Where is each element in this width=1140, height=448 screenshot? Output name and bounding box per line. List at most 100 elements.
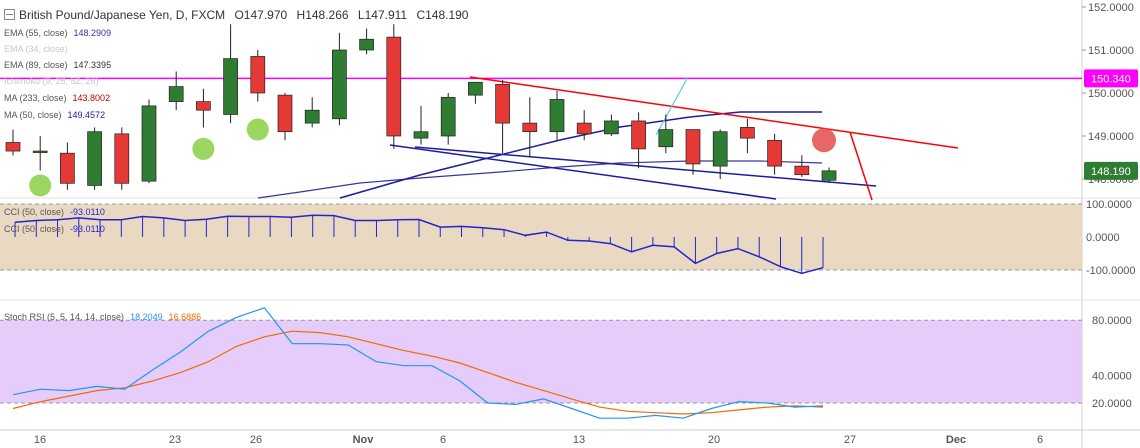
last-price-label-bg xyxy=(1084,161,1138,180)
signal-marker-green xyxy=(192,137,215,160)
candle-body xyxy=(386,36,402,137)
candle-body xyxy=(685,129,701,165)
candle-body xyxy=(440,96,456,137)
candle-body xyxy=(522,122,538,133)
candle-body xyxy=(658,129,674,148)
indicator-value: 147.3395 xyxy=(73,60,112,70)
time-axis-tick-label: Nov xyxy=(353,434,375,446)
indicator-label: EMA (89, close) xyxy=(4,60,68,70)
cci-legend-2[interactable]: CCI (50, close) -93.0110 xyxy=(4,224,105,234)
indicator-label: Ichimoku (9, 26, 52, 26) xyxy=(4,76,99,86)
stoch-rsi-axis-tick-label: 80.0000 xyxy=(1092,315,1132,327)
time-axis-tick-label: 20 xyxy=(708,434,720,446)
candle-body xyxy=(332,49,347,120)
cci-value: -93.0110 xyxy=(70,207,105,217)
time-axis-tick-label: 27 xyxy=(844,434,856,446)
channel-upper-line xyxy=(414,146,877,187)
candle-body xyxy=(413,131,429,139)
stoch-rsi-axis-tick-label: 20.0000 xyxy=(1092,398,1132,410)
indicator-label: MA (233, close) xyxy=(4,93,67,103)
candle-body xyxy=(304,109,320,124)
cci-line xyxy=(14,214,824,275)
candle-body xyxy=(196,101,211,111)
candle-body xyxy=(114,133,130,184)
indicator-value: 143.8002 xyxy=(72,93,111,103)
price-axis-tick-label: 151.0000 xyxy=(1088,45,1134,57)
candle-body xyxy=(767,139,782,167)
candle-body xyxy=(359,38,374,51)
last-price-label: 148.190 xyxy=(1091,166,1131,178)
indicator-value: 148.2909 xyxy=(73,28,112,38)
candle-body xyxy=(32,150,48,153)
stoch-rsi-d-value: 16.6886 xyxy=(168,312,202,322)
candle-body xyxy=(223,58,238,115)
price-axis-tick-label: 150.0000 xyxy=(1088,88,1134,100)
price-axis-tick-label: 152.0000 xyxy=(1088,2,1134,14)
indicator-label: MA (50, close) xyxy=(4,110,62,120)
stoch-rsi-axis-tick-label: 40.0000 xyxy=(1092,370,1132,382)
channel-lower-line xyxy=(389,144,777,200)
candle-body xyxy=(576,122,592,135)
chart-header: British Pound/Japanese Yen, D, FXCM O147… xyxy=(4,8,468,22)
horizontal-level-label-bg xyxy=(1084,69,1138,88)
indicator-legend-ma233[interactable]: MA (233, close) 143.8002 xyxy=(4,93,110,103)
cci-value: -93.0110 xyxy=(70,224,105,234)
candle-body xyxy=(60,152,75,184)
stoch-rsi-k-value: 18.2049 xyxy=(130,312,163,322)
stoch-rsi-band xyxy=(0,320,1082,403)
candle-body xyxy=(712,131,728,167)
cci-label: CCI (50, close) xyxy=(4,224,65,234)
indicator-legend-ichimoku[interactable]: Ichimoku (9, 26, 52, 26) xyxy=(4,76,99,86)
symbol-title: British Pound/Japanese Yen, D, FXCM xyxy=(19,8,226,22)
indicator-legend-ma50[interactable]: MA (50, close) 149.4572 xyxy=(4,110,105,120)
collapse-icon[interactable] xyxy=(4,9,15,20)
cci-band xyxy=(0,204,1082,270)
low-value: L147.911 xyxy=(357,8,408,22)
candle-body xyxy=(5,142,21,152)
indicator-label: EMA (55, close) xyxy=(4,28,68,38)
time-axis-tick-label: 26 xyxy=(250,434,262,446)
stoch-rsi-label: Stoch RSI (5, 5, 14, 14, close) xyxy=(4,312,125,322)
indicator-legend-ema34[interactable]: EMA (34, close) xyxy=(4,44,68,54)
candle-body xyxy=(604,120,619,135)
resistance-trend-line xyxy=(469,76,959,149)
signal-marker-red xyxy=(812,128,836,153)
high-value: H148.266 xyxy=(296,8,349,22)
time-axis-tick-label: 6 xyxy=(440,434,446,446)
close-value: C148.190 xyxy=(416,8,469,22)
time-axis-tick-label: Dec xyxy=(946,434,966,446)
signal-marker-green xyxy=(246,118,269,141)
open-value: O147.970 xyxy=(234,8,288,22)
price-axis-tick-label: 149.0000 xyxy=(1088,131,1134,143)
candle-body xyxy=(277,94,293,133)
signal-marker-green xyxy=(29,174,52,197)
stoch-rsi-d-line xyxy=(12,330,824,415)
stoch-rsi-k-line xyxy=(12,307,824,419)
cci-legend-1[interactable]: CCI (50, close) -93.0110 xyxy=(4,207,105,217)
time-axis-tick-label: 13 xyxy=(573,434,585,446)
horizontal-level-label: 150.340 xyxy=(1091,73,1131,85)
projection-line xyxy=(849,131,873,201)
indicator-legend-ema55[interactable]: EMA (55, close) 148.2909 xyxy=(4,28,111,38)
indicator-legend-ema89[interactable]: EMA (89, close) 147.3395 xyxy=(4,60,111,70)
cci-axis-tick-label: -100.0000 xyxy=(1086,265,1136,277)
candle-body xyxy=(87,131,102,186)
time-axis-tick-label: 6 xyxy=(1037,434,1043,446)
candle-body xyxy=(794,165,810,176)
candle-body xyxy=(141,105,157,182)
candle-body xyxy=(740,127,755,139)
candle-body xyxy=(250,56,266,94)
candle-body xyxy=(821,170,837,181)
cci-axis-tick-label: 0.0000 xyxy=(1086,232,1120,244)
projection-arrow xyxy=(655,76,689,136)
candle-body xyxy=(549,99,565,133)
indicator-label: EMA (34, close) xyxy=(4,44,68,54)
time-axis-tick-label: 16 xyxy=(34,434,46,446)
candle-body xyxy=(168,86,184,102)
candle-body xyxy=(495,84,510,124)
candle-body xyxy=(468,81,483,96)
stoch-rsi-legend[interactable]: Stoch RSI (5, 5, 14, 14, close) 18.2049 16… xyxy=(4,312,201,322)
indicator-value: 149.4572 xyxy=(67,110,106,120)
time-axis-tick-label: 23 xyxy=(169,434,181,446)
